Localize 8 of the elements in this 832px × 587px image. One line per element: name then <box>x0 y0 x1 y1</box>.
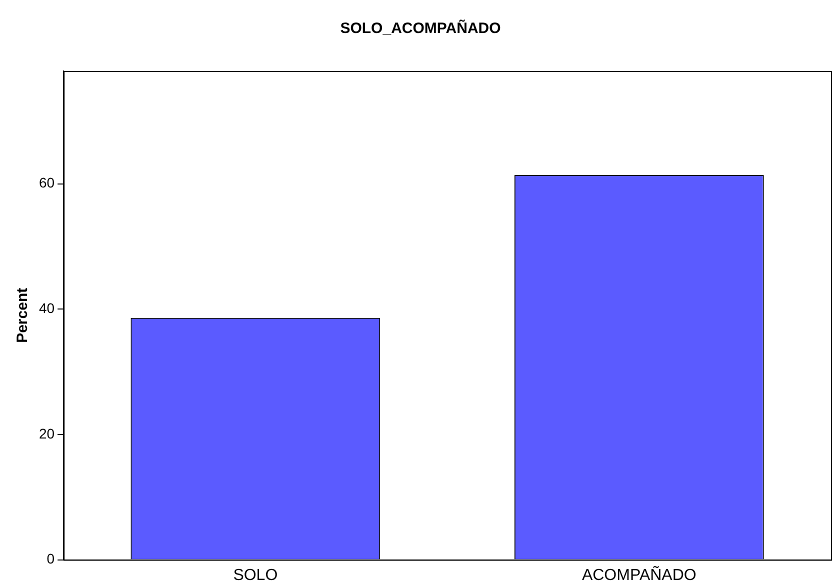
y-tick-label: 60 <box>38 174 55 191</box>
x-tick-label: SOLO <box>233 566 278 584</box>
y-tick-label: 40 <box>38 300 55 316</box>
y-axis-title: Percent <box>14 288 32 343</box>
x-tick-label: ACOMPAÑADO <box>582 564 696 584</box>
chart-title: SOLO_ACOMPAÑADO <box>340 19 502 38</box>
y-tick-label: 20 <box>38 425 55 442</box>
y-tick-label: 0 <box>46 550 55 567</box>
